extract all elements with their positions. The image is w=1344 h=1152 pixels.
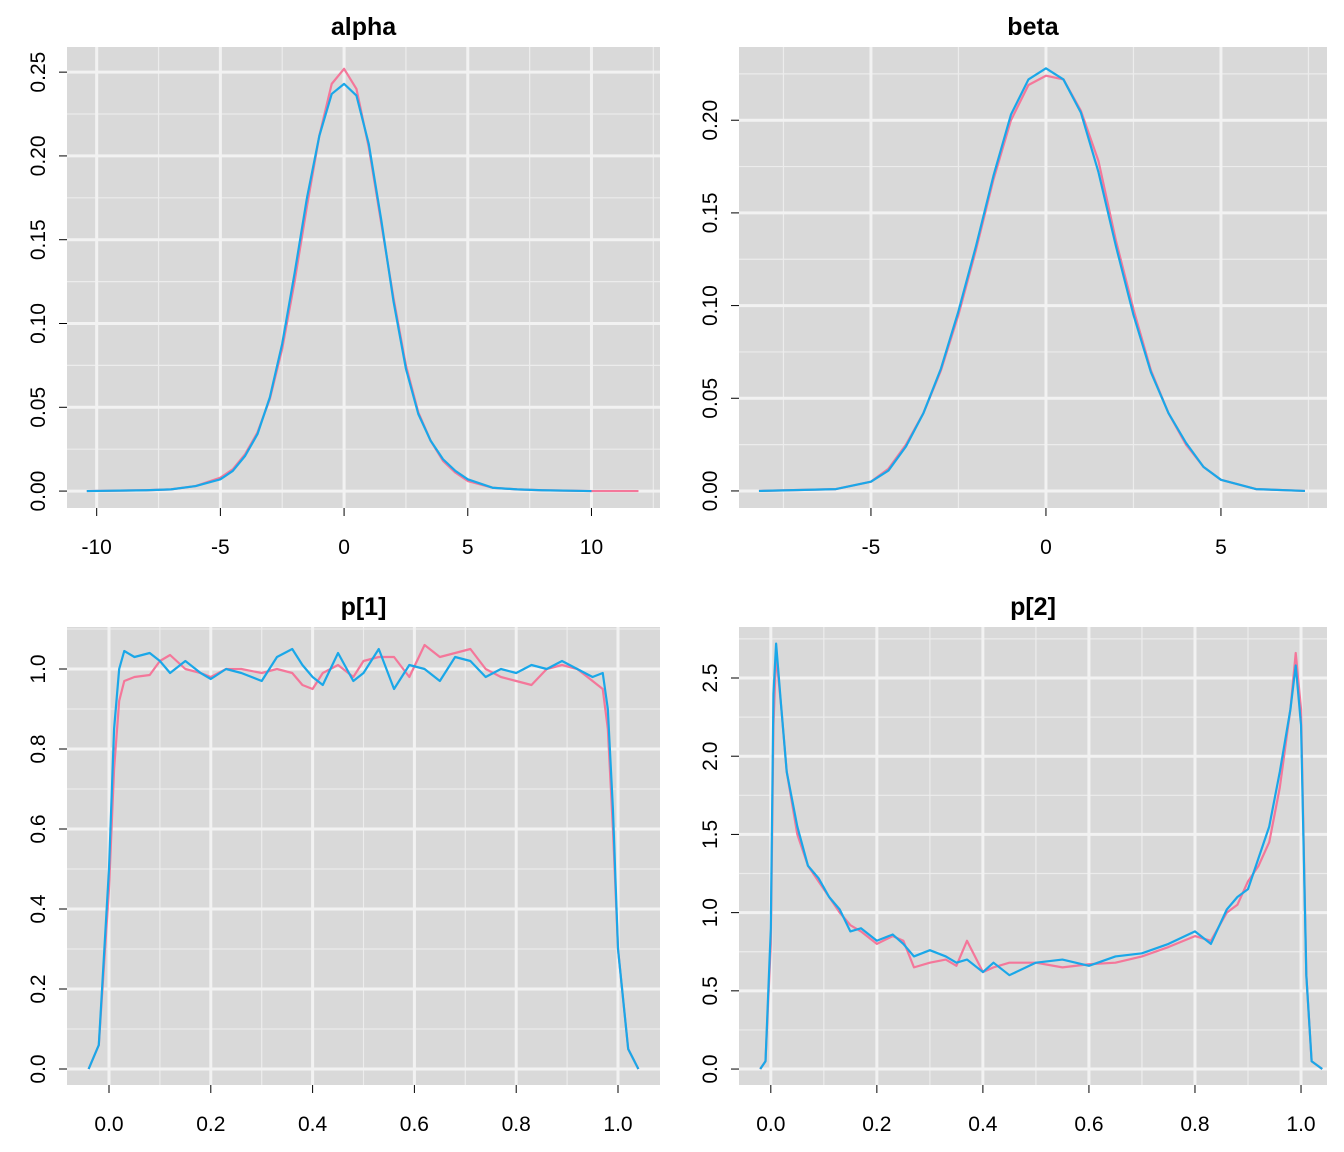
panel-title: beta: [1007, 13, 1060, 41]
density-line: [86, 67, 639, 493]
x-tick-label: 0: [338, 536, 350, 559]
grid: [739, 627, 1327, 1085]
x-tick-label: 5: [462, 536, 474, 559]
density-line: [86, 82, 592, 493]
y-tick-label: 0.6: [27, 814, 50, 843]
y-tick-label: 2.5: [699, 663, 722, 692]
panel: p[2] 0.0 0.2 0.4 0.6 0.8 1.0 0.0 0.5 1.0 1.5 2.0 2.5: [699, 593, 1327, 1136]
x-tick-label: 0.0: [756, 1113, 785, 1136]
x-tick-label: 0.0: [94, 1113, 123, 1136]
x-tick-label: 0: [1040, 536, 1052, 559]
x-tick-label: 0.8: [502, 1113, 531, 1136]
x-tick-label: 0.4: [298, 1113, 328, 1136]
y-tick-label: 0.05: [699, 378, 722, 419]
x-tick-label: 0.2: [862, 1113, 891, 1136]
y-tick-label: 0.15: [27, 219, 50, 260]
y-tick-label: 1.5: [699, 820, 722, 849]
panel: p[1] 0.0 0.2 0.4 0.6 0.8 1.0 0.0 0.2 0.4 0.6 0.8 1.0: [27, 593, 660, 1136]
density-line: [758, 67, 1305, 493]
y-tick-label: 0.00: [699, 471, 722, 512]
y-tick-label: 0.0: [699, 1054, 722, 1083]
plot-background: [739, 627, 1327, 1085]
x-tick-label: 0.2: [196, 1113, 225, 1136]
marks: [758, 67, 1305, 493]
x-tick-label: -5: [211, 536, 230, 559]
x-tick-label: 1.0: [1286, 1113, 1315, 1136]
y-tick-label: 0.20: [699, 100, 722, 141]
panel: beta -5 0 5 0.00 0.05 0.10 0.15 0.20: [699, 13, 1327, 559]
x-tick-label: 10: [580, 536, 603, 559]
marks: [759, 642, 1323, 1070]
x-tick-label: 0.6: [1074, 1113, 1103, 1136]
y-tick-label: 0.20: [27, 135, 50, 176]
density-line: [87, 647, 640, 1070]
density-line: [759, 642, 1323, 1070]
x-tick-label: -10: [82, 536, 112, 559]
plot-background: [739, 47, 1327, 508]
y-tick-label: 0.10: [699, 285, 722, 326]
y-tick-label: 0.4: [27, 894, 50, 924]
grid: [67, 47, 660, 508]
x-tick-label: 0.8: [1180, 1113, 1209, 1136]
y-tick-label: 1.0: [699, 898, 722, 927]
x-tick-label: 0.6: [400, 1113, 429, 1136]
y-tick-label: 0.2: [27, 974, 50, 1003]
plot-background: [67, 47, 660, 508]
x-tick-label: 5: [1215, 536, 1227, 559]
grid: [739, 47, 1327, 508]
y-tick-label: 0.5: [699, 976, 722, 1005]
x-tick-label: -5: [862, 536, 881, 559]
x-tick-label: 0.4: [968, 1113, 998, 1136]
density-line: [87, 643, 640, 1070]
panel-title: alpha: [331, 13, 397, 41]
y-tick-label: 0.00: [27, 471, 50, 512]
panel-title: p[1]: [341, 593, 387, 621]
grid: [67, 627, 660, 1085]
y-tick-label: 0.10: [27, 303, 50, 344]
y-tick-label: 0.25: [27, 52, 50, 93]
y-tick-label: 0.05: [27, 387, 50, 428]
y-tick-label: 0.8: [27, 734, 50, 763]
marks: [87, 643, 640, 1070]
y-tick-label: 0.15: [699, 192, 722, 233]
y-tick-label: 2.0: [699, 742, 722, 771]
marks: [86, 67, 639, 493]
y-tick-label: 0.0: [27, 1054, 50, 1083]
y-tick-label: 1.0: [27, 654, 50, 683]
panel-title: p[2]: [1010, 593, 1056, 621]
panel: alpha -10 -5 0 5 10 0.00 0.05 0.10 0.15 0.20 0.25: [27, 13, 660, 559]
x-tick-label: 1.0: [603, 1113, 632, 1136]
